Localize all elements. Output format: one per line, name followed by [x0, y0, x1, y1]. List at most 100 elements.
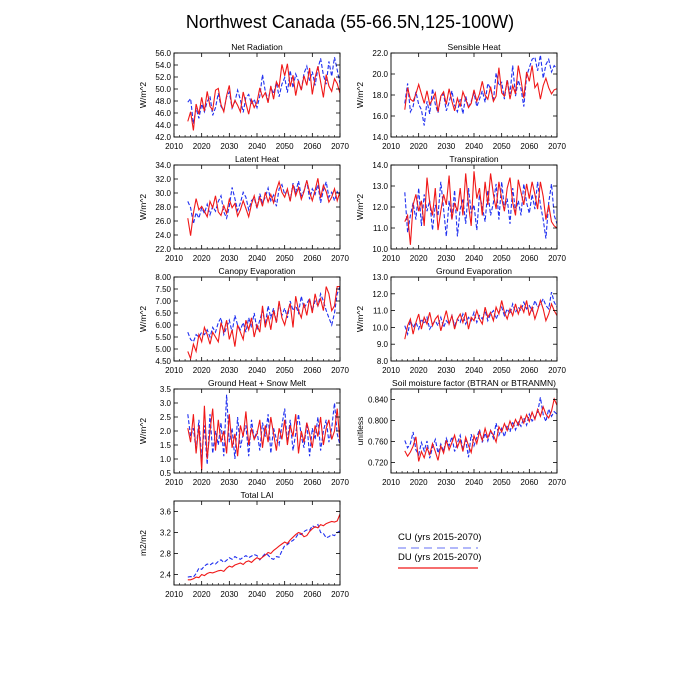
panel-total-lai-ytick-label: 2.4 — [160, 571, 172, 580]
panel-canopy-evaporation-xtick-label: 2020 — [193, 366, 211, 375]
panel-canopy-evaporation-xtick-label: 2070 — [331, 366, 349, 375]
panel-transpiration-xtick-label: 2020 — [410, 254, 428, 263]
panel-latent-heat-ytick-label: 30.0 — [155, 189, 171, 198]
panel-net-radiation-xtick-label: 2010 — [165, 142, 183, 151]
panel-net-radiation-ylabel: W/m^2 — [138, 82, 148, 108]
panel-latent-heat-ytick-label: 22.0 — [155, 245, 171, 254]
panel-latent-heat-ytick-label: 34.0 — [155, 161, 171, 170]
panel-canopy-evaporation-ytick-label: 7.50 — [155, 285, 171, 294]
panel-sensible-heat-series-cu-line — [404, 55, 557, 126]
panel-net-radiation-ytick-label: 56.0 — [155, 49, 171, 58]
panel-transpiration-xtick-label: 2010 — [382, 254, 400, 263]
panel-sensible-heat-series-du-line — [404, 65, 557, 112]
panel-soil-moisture-factor-btran-or-btranmn-xtick-label: 2050 — [493, 478, 511, 487]
panel-soil-moisture-factor-btran-or-btranmn-xtick-label: 2010 — [382, 478, 400, 487]
panel-transpiration-ylabel: W/m^2 — [355, 194, 365, 220]
panel-sensible-heat: 2010 2020 2030 2040 2050 2060 2070 14.0 16.0 18.0… — [355, 42, 566, 151]
legend-label-du: DU (yrs 2015-2070) — [398, 552, 481, 563]
panel-ground-evaporation-xtick-label: 2070 — [548, 366, 566, 375]
panel-net-radiation: 2010 2020 2030 2040 2050 2060 2070 42.0 44.0 46.0… — [138, 42, 349, 151]
panel-ground-heat-snow-melt-ytick-label: 2.5 — [160, 413, 172, 422]
panel-canopy-evaporation-title: Canopy Evaporation — [218, 266, 295, 276]
panel-net-radiation-ytick-label: 44.0 — [155, 121, 171, 130]
panel-canopy-evaporation-ytick-label: 6.50 — [155, 309, 171, 318]
panel-net-radiation-xtick-label: 2020 — [193, 142, 211, 151]
panel-canopy-evaporation-ytick-label: 4.50 — [155, 357, 171, 366]
panel-canopy-evaporation-ytick-label: 8.00 — [155, 273, 171, 282]
panel-sensible-heat-ytick-label: 16.0 — [372, 112, 388, 121]
panel-ground-evaporation-series-cu-line — [404, 291, 557, 337]
panel-canopy-evaporation-xtick-label: 2030 — [220, 366, 238, 375]
panel-sensible-heat-title: Sensible Heat — [448, 42, 502, 52]
panel-ground-evaporation-xtick-label: 2060 — [520, 366, 538, 375]
panel-soil-moisture-factor-btran-or-btranmn-xtick-label: 2070 — [548, 478, 566, 487]
panel-sensible-heat-xtick-label: 2020 — [410, 142, 428, 151]
panel-ground-evaporation-ylabel: W/m^2 — [355, 306, 365, 332]
panel-ground-heat-snow-melt-xtick-label: 2040 — [248, 478, 266, 487]
panel-latent-heat-xtick-label: 2040 — [248, 254, 266, 263]
panel-ground-heat-snow-melt-ytick-label: 3.0 — [160, 399, 172, 408]
panel-latent-heat-xtick-label: 2060 — [303, 254, 321, 263]
panel-ground-heat-snow-melt-xtick-label: 2050 — [276, 478, 294, 487]
panel-ground-heat-snow-melt-series-du-line — [187, 405, 340, 471]
panel-ground-evaporation-series-du-line — [404, 298, 557, 340]
panel-ground-heat-snow-melt-xtick-label: 2070 — [331, 478, 349, 487]
panel-sensible-heat-xtick-label: 2010 — [382, 142, 400, 151]
chart-panels: 2010 2020 2030 2040 2050 2060 2070 42.0 44.0 46.0… — [138, 42, 566, 599]
panel-latent-heat-ytick-label: 26.0 — [155, 217, 171, 226]
panel-ground-evaporation-ytick-label: 8.0 — [377, 357, 389, 366]
panel-soil-moisture-factor-btran-or-btranmn-ylabel: unitless — [355, 417, 365, 446]
panel-latent-heat-xtick-label: 2070 — [331, 254, 349, 263]
panel-transpiration-xtick-label: 2040 — [465, 254, 483, 263]
panel-total-lai-xtick-label: 2050 — [276, 590, 294, 599]
panel-net-radiation-ytick-label: 42.0 — [155, 133, 171, 142]
panel-net-radiation-xtick-label: 2040 — [248, 142, 266, 151]
panel-latent-heat-series-du-line — [187, 178, 340, 236]
panel-total-lai-xtick-label: 2020 — [193, 590, 211, 599]
panel-ground-heat-snow-melt-ytick-label: 1.0 — [160, 455, 172, 464]
panel-net-radiation-ytick-label: 50.0 — [155, 85, 171, 94]
panel-total-lai-xtick-label: 2030 — [220, 590, 238, 599]
panel-ground-heat-snow-melt-xtick-label: 2020 — [193, 478, 211, 487]
panel-canopy-evaporation-series-du-line — [187, 286, 340, 361]
panel-soil-moisture-factor-btran-or-btranmn-xtick-label: 2020 — [410, 478, 428, 487]
panel-transpiration-series-du-line — [404, 171, 557, 245]
panel-sensible-heat-xtick-label: 2050 — [493, 142, 511, 151]
panel-ground-heat-snow-melt-xtick-label: 2030 — [220, 478, 238, 487]
panel-soil-moisture-factor-btran-or-btranmn-xtick-label: 2030 — [437, 478, 455, 487]
panel-transpiration-xtick-label: 2050 — [493, 254, 511, 263]
panel-sensible-heat-xtick-label: 2070 — [548, 142, 566, 151]
panel-ground-evaporation: 2010 2020 2030 2040 2050 2060 2070 8.0 9.0 10.0 11… — [355, 266, 566, 375]
panel-net-radiation-ytick-label: 48.0 — [155, 97, 171, 106]
panel-ground-heat-snow-melt: 2010 2020 2030 2040 2050 2060 2070 0.5 1.0 1.5 2.0… — [138, 378, 349, 487]
panel-total-lai-title: Total LAI — [240, 490, 273, 500]
panel-ground-heat-snow-melt-xtick-label: 2060 — [303, 478, 321, 487]
panel-soil-moisture-factor-btran-or-btranmn-ytick-label: 0.760 — [368, 438, 389, 447]
panel-canopy-evaporation: 2010 2020 2030 2040 2050 2060 2070 4.50 5.00 5.50… — [138, 266, 349, 375]
panel-ground-heat-snow-melt-ytick-label: 0.5 — [160, 469, 172, 478]
panel-total-lai-ylabel: m2/m2 — [138, 530, 148, 556]
panel-total-lai: 2010 2020 2030 2040 2050 2060 2070 2.4 2.8 3.2 3.6… — [138, 490, 349, 599]
panel-ground-heat-snow-melt-title: Ground Heat + Snow Melt — [208, 378, 307, 388]
panel-latent-heat-xtick-label: 2030 — [220, 254, 238, 263]
panel-net-radiation-xtick-label: 2060 — [303, 142, 321, 151]
panel-latent-heat: 2010 2020 2030 2040 2050 2060 2070 22.0 24.0 26.0… — [138, 154, 349, 263]
legend-label-cu: CU (yrs 2015-2070) — [398, 532, 481, 543]
panel-canopy-evaporation-ytick-label: 5.00 — [155, 345, 171, 354]
panel-canopy-evaporation-xtick-label: 2040 — [248, 366, 266, 375]
panel-latent-heat-xtick-label: 2050 — [276, 254, 294, 263]
panel-net-radiation-ytick-label: 54.0 — [155, 61, 171, 70]
panel-transpiration-ytick-label: 10.0 — [372, 245, 388, 254]
panel-transpiration-ytick-label: 12.0 — [372, 203, 388, 212]
panel-ground-evaporation-ytick-label: 12.0 — [372, 290, 388, 299]
panel-total-lai-series-cu-line — [187, 523, 340, 578]
panel-canopy-evaporation-xtick-label: 2050 — [276, 366, 294, 375]
panel-canopy-evaporation-ylabel: W/m^2 — [138, 306, 148, 332]
panel-total-lai-xtick-label: 2060 — [303, 590, 321, 599]
panel-latent-heat-ytick-label: 28.0 — [155, 203, 171, 212]
panel-net-radiation-frame — [173, 52, 341, 138]
panel-canopy-evaporation-ytick-label: 6.00 — [155, 321, 171, 330]
panel-soil-moisture-factor-btran-or-btranmn-frame — [390, 388, 558, 474]
panel-sensible-heat-ytick-label: 22.0 — [372, 49, 388, 58]
